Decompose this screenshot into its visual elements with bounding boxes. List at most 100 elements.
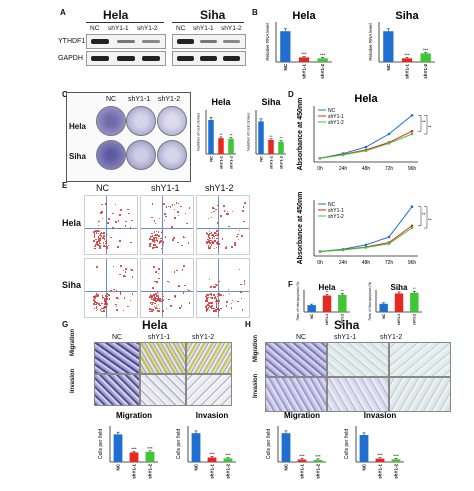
flow-event — [106, 298, 108, 301]
flow-event — [158, 310, 161, 312]
flow-plot — [84, 195, 138, 255]
flow-event — [151, 203, 154, 205]
x-tick-label: 72h — [385, 260, 394, 266]
flow-event — [176, 269, 178, 272]
flow-event — [212, 286, 215, 288]
flow-event — [154, 299, 156, 302]
flow-event — [217, 204, 219, 207]
flow-event — [177, 241, 179, 244]
category-label: NC — [284, 463, 289, 470]
flow-event — [149, 294, 152, 296]
flow-event — [99, 247, 101, 249]
flow-event — [98, 242, 100, 244]
flow-event — [154, 222, 157, 225]
chart-title: Hela — [292, 10, 316, 22]
bar-NC — [379, 303, 388, 312]
flow-event — [157, 303, 160, 306]
flow-event — [101, 217, 104, 220]
flow-event — [205, 232, 208, 234]
significance-bracket — [424, 206, 428, 229]
flow-event — [206, 294, 208, 296]
flow-event — [93, 233, 96, 235]
flow-event — [105, 209, 108, 212]
flow-event — [231, 246, 233, 248]
h-row-invasion: Invasion — [253, 373, 259, 398]
invasion-image — [140, 374, 186, 406]
bar-shY1-2 — [145, 451, 155, 462]
flow-event — [106, 303, 108, 305]
flow-event — [180, 205, 182, 208]
flow-event — [178, 285, 180, 287]
flow-event — [153, 296, 156, 298]
flow-event — [105, 242, 107, 245]
band — [91, 56, 109, 61]
flow-event — [98, 220, 101, 223]
flow-event — [170, 305, 172, 307]
flow-event — [208, 236, 210, 239]
flow-event — [206, 298, 208, 300]
significance-mark: *** — [147, 446, 153, 451]
flow-event — [157, 297, 160, 299]
flow-event — [98, 238, 100, 240]
flow-event — [93, 303, 95, 305]
colony-col-shy1-1: shY1-1 — [128, 96, 151, 103]
flow-event — [103, 307, 105, 309]
migration-image — [94, 342, 140, 374]
quadrant-lines — [141, 259, 193, 317]
flow-event — [151, 216, 153, 219]
flow-event — [234, 242, 236, 244]
bar-shY1-2 — [338, 294, 347, 312]
flow-event — [99, 237, 102, 239]
flow-event — [111, 212, 114, 215]
flow-event — [97, 295, 100, 298]
flow-event — [151, 309, 154, 312]
x-tick-label: 24h — [339, 260, 348, 266]
flow-event — [214, 297, 216, 300]
blot-siha-gapdh — [172, 51, 246, 66]
flow-event — [153, 220, 156, 222]
flow-event — [206, 308, 208, 311]
flow-event — [107, 244, 110, 247]
h-row-migration: Migration — [253, 335, 259, 362]
flow-event — [103, 299, 106, 301]
flow-row-hela: Hela — [62, 218, 82, 228]
x-tick-label: 96h — [408, 166, 417, 172]
flow-event — [223, 210, 226, 212]
flow-event — [94, 247, 96, 249]
data-point — [387, 132, 391, 136]
panel-g-title: Hela — [142, 318, 168, 332]
flow-event — [117, 246, 119, 248]
flow-event — [96, 243, 98, 245]
flow-event — [186, 288, 189, 291]
flow-event — [237, 238, 240, 241]
flow-event — [95, 309, 98, 312]
flow-event — [122, 269, 125, 272]
chart-g-invasion: Invasion Cells per field NC *** shY1-1 *** shY… — [176, 411, 236, 479]
flow-event — [167, 280, 169, 283]
flow-event — [93, 307, 96, 310]
flow-event — [149, 245, 151, 247]
flow-event — [206, 300, 208, 302]
flow-event — [207, 241, 210, 243]
flow-event — [149, 308, 151, 310]
flow-event — [216, 230, 218, 232]
flow-event — [153, 236, 155, 239]
flow-event — [243, 220, 245, 223]
colony-col-shy1-2: shY1-2 — [158, 96, 181, 103]
flow-event — [93, 231, 95, 233]
panel-label-g: G — [62, 320, 69, 329]
data-point — [387, 242, 391, 245]
y-axis-label: Ratio of Hela apoptosis (%) — [296, 282, 300, 321]
significance-mark: *** — [315, 454, 321, 459]
invasion-image — [265, 377, 327, 412]
flow-event — [205, 300, 207, 302]
flow-event — [218, 300, 221, 302]
bar-NC — [258, 121, 264, 154]
flow-event — [149, 310, 151, 313]
flow-event — [102, 309, 105, 312]
flow-event — [95, 293, 98, 295]
category-label: shY1-2 — [148, 464, 153, 479]
category-label: NC — [258, 156, 263, 162]
flow-event — [123, 275, 125, 277]
flow-event — [213, 294, 215, 297]
